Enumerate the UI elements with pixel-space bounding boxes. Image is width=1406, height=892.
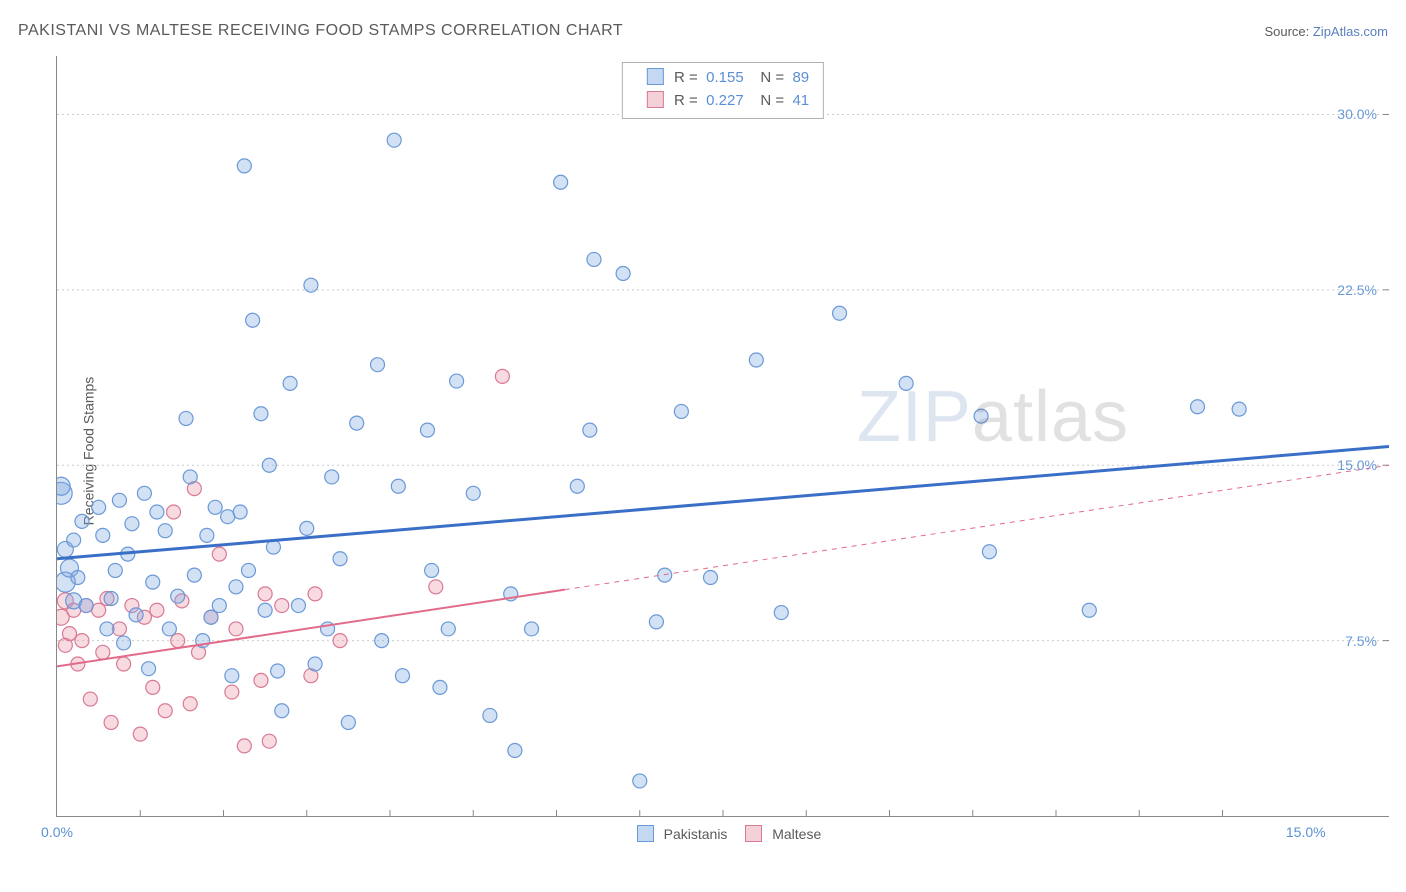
n-value-maltese: 41 (792, 92, 809, 109)
n-label: N = (760, 92, 784, 109)
chart-title: PAKISTANI VS MALTESE RECEIVING FOOD STAM… (18, 22, 623, 39)
swatch-pakistanis-bottom (637, 825, 654, 842)
chart-container: Receiving Food Stamps ZIPatlas R = 0.155… (18, 56, 1388, 846)
n-value-pakistanis: 89 (792, 69, 809, 86)
correlation-legend: R = 0.155 N = 89 R = 0.227 N = 41 (622, 62, 824, 119)
source-link[interactable]: ZipAtlas.com (1313, 24, 1388, 39)
swatch-maltese (647, 91, 664, 108)
legend-row-maltese: R = 0.227 N = 41 (633, 90, 809, 113)
swatch-pakistanis (647, 68, 664, 85)
legend-row-pakistanis: R = 0.155 N = 89 (633, 67, 809, 90)
n-label: N = (760, 69, 784, 86)
source-attribution: Source: ZipAtlas.com (1264, 24, 1388, 39)
y-tick-label: 22.5% (1337, 282, 1377, 298)
r-value-maltese: 0.227 (706, 92, 744, 109)
legend-label-maltese: Maltese (772, 826, 821, 842)
series-legend: Pakistanis Maltese (56, 825, 1388, 842)
scatter-svg (57, 56, 1389, 816)
r-value-pakistanis: 0.155 (706, 69, 744, 86)
y-tick-label: 30.0% (1337, 106, 1377, 122)
r-label: R = (674, 69, 698, 86)
y-tick-label: 15.0% (1337, 457, 1377, 473)
r-label: R = (674, 92, 698, 109)
swatch-maltese-bottom (745, 825, 762, 842)
source-label: Source: (1264, 24, 1312, 39)
y-tick-label: 7.5% (1345, 633, 1377, 649)
plot-area: ZIPatlas R = 0.155 N = 89 R = 0.227 N = … (56, 56, 1389, 817)
legend-label-pakistanis: Pakistanis (664, 826, 728, 842)
